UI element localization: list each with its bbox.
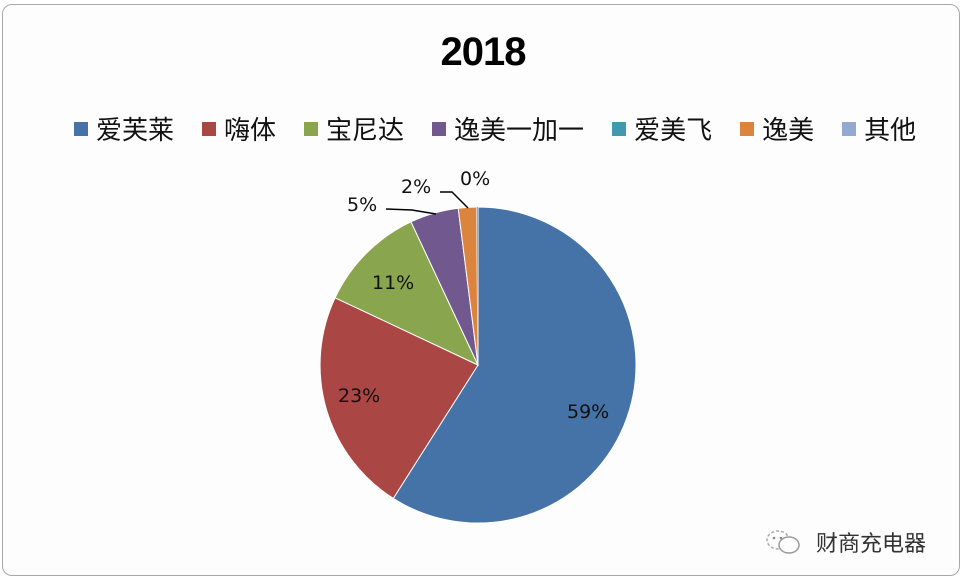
wechat-icon	[766, 530, 800, 554]
legend-label: 其他	[864, 116, 917, 146]
watermark-text: 财商充电器	[816, 532, 927, 557]
legend-label: 宝尼达	[326, 116, 405, 146]
label-2: 2%	[401, 176, 431, 198]
chart-title: 2018	[440, 30, 527, 74]
slice-haiti[interactable]	[319, 297, 479, 500]
legend-swatch	[612, 121, 627, 136]
legend: 爱芙莱 嗨体 宝尼达 逸美一加一 爱美飞 逸美 其他	[74, 110, 944, 147]
label-5: 5%	[347, 194, 377, 216]
legend-label: 逸美	[762, 116, 815, 146]
legend-item-yimei[interactable]: 逸美	[740, 110, 814, 147]
legend-swatch	[74, 121, 88, 136]
legend-item-yimei-plus[interactable]: 逸美一加一	[432, 110, 584, 147]
legend-swatch	[842, 121, 857, 136]
slice-other[interactable]	[476, 206, 478, 365]
legend-item-other[interactable]: 其他	[842, 110, 916, 147]
label-23: 23%	[338, 385, 380, 407]
legend-swatch	[432, 121, 447, 136]
legend-label: 嗨体	[224, 116, 277, 146]
legend-label: 逸美一加一	[454, 116, 585, 146]
legend-swatch	[740, 121, 755, 136]
legend-label: 爱美飞	[634, 116, 713, 146]
legend-label: 爱芙莱	[96, 116, 175, 146]
legend-item-aifulai[interactable]: 爱芙莱	[74, 110, 174, 147]
legend-swatch	[304, 121, 319, 136]
label-0: 0%	[460, 168, 490, 190]
legend-item-baonida[interactable]: 宝尼达	[304, 110, 404, 147]
legend-item-aimeifei[interactable]: 爱美飞	[612, 110, 712, 147]
legend-swatch	[202, 121, 217, 136]
watermark: 财商充电器	[764, 526, 926, 558]
label-11: 11%	[372, 272, 414, 294]
leader-line-2pct	[440, 191, 469, 209]
legend-item-haiti[interactable]: 嗨体	[202, 110, 276, 147]
leader-line-5pct	[385, 208, 437, 215]
label-59: 59%	[567, 401, 609, 423]
slice-baonida[interactable]	[334, 221, 480, 367]
slice-aifulai[interactable]	[392, 206, 637, 524]
